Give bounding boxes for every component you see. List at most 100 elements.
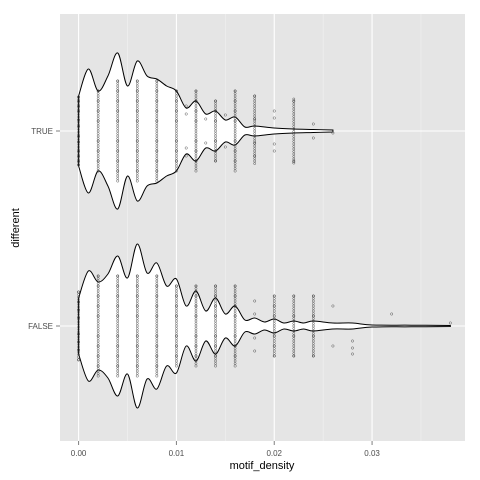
data-point xyxy=(155,309,159,313)
data-point xyxy=(77,123,80,126)
data-point xyxy=(116,144,120,148)
data-point xyxy=(135,372,139,375)
data-point xyxy=(96,367,100,370)
data-point xyxy=(116,127,120,130)
data-point xyxy=(175,94,178,98)
data-point xyxy=(194,314,198,318)
data-point xyxy=(175,294,178,298)
data-point xyxy=(77,315,80,319)
y-axis-ticks: TRUE FALSE xyxy=(28,127,60,331)
data-point xyxy=(272,322,276,325)
data-point xyxy=(253,299,257,303)
data-point xyxy=(292,110,296,113)
data-point xyxy=(253,122,257,125)
data-point xyxy=(135,304,139,308)
data-point xyxy=(214,117,217,120)
data-point xyxy=(175,324,178,328)
data-point xyxy=(96,282,100,285)
data-point xyxy=(116,347,120,350)
data-point xyxy=(253,336,257,340)
data-point xyxy=(312,334,315,338)
data-point xyxy=(116,109,120,113)
data-point xyxy=(116,332,120,335)
data-point xyxy=(135,124,139,128)
data-point xyxy=(194,302,198,305)
data-point xyxy=(135,352,139,355)
data-point xyxy=(292,334,296,338)
data-point xyxy=(194,167,198,170)
data-point xyxy=(292,105,296,108)
data-point xyxy=(194,319,198,323)
data-point xyxy=(77,335,80,339)
data-point xyxy=(155,89,159,93)
data-point xyxy=(331,304,335,308)
data-point xyxy=(77,108,80,111)
x-tick-label: 0.02 xyxy=(266,449,282,458)
data-point xyxy=(233,289,237,293)
data-point xyxy=(292,302,296,305)
data-point xyxy=(272,307,276,310)
data-point xyxy=(351,339,354,343)
data-point xyxy=(390,312,394,316)
data-point xyxy=(155,339,159,343)
data-point xyxy=(96,167,100,170)
data-point xyxy=(135,297,139,300)
data-point xyxy=(135,322,139,325)
data-point xyxy=(233,114,237,118)
data-point xyxy=(272,327,276,330)
data-point xyxy=(175,352,178,355)
data-point xyxy=(214,114,217,118)
data-point xyxy=(194,94,198,98)
data-point xyxy=(312,347,315,350)
data-point xyxy=(77,163,80,166)
data-point xyxy=(312,312,315,315)
data-point xyxy=(116,342,120,345)
data-point xyxy=(96,317,100,320)
data-point xyxy=(175,307,178,310)
data-point xyxy=(175,359,178,363)
data-point xyxy=(175,319,178,323)
data-point xyxy=(135,117,139,120)
data-point xyxy=(116,312,120,315)
data-point xyxy=(194,334,198,338)
data-point xyxy=(175,129,178,133)
data-point xyxy=(155,324,159,328)
data-point xyxy=(155,294,159,298)
data-point xyxy=(233,342,237,345)
data-point xyxy=(233,104,237,108)
data-point xyxy=(96,89,100,93)
data-point xyxy=(77,109,81,113)
data-point xyxy=(96,162,100,165)
data-point xyxy=(135,314,139,318)
data-point xyxy=(175,144,178,148)
data-point xyxy=(292,145,296,148)
data-point xyxy=(96,309,100,313)
data-point xyxy=(155,139,159,143)
data-point xyxy=(292,102,296,106)
data-point xyxy=(175,332,178,335)
data-point xyxy=(155,82,159,85)
data-point xyxy=(116,139,120,143)
data-point xyxy=(96,142,100,145)
data-point xyxy=(77,323,80,326)
data-point xyxy=(175,304,178,308)
data-point xyxy=(233,347,237,350)
data-point xyxy=(194,329,198,333)
data-point xyxy=(135,154,139,158)
data-point xyxy=(292,304,296,308)
data-point xyxy=(77,290,80,294)
data-point xyxy=(233,157,237,160)
data-point xyxy=(135,114,139,118)
data-point xyxy=(116,157,120,160)
data-point xyxy=(214,324,217,328)
data-point xyxy=(214,307,217,310)
data-point xyxy=(77,125,80,129)
data-point xyxy=(96,294,100,298)
data-point xyxy=(194,342,198,345)
data-point xyxy=(272,324,276,328)
data-point xyxy=(116,154,120,158)
data-point xyxy=(175,107,178,110)
data-point xyxy=(116,282,120,285)
data-point xyxy=(292,349,296,353)
data-point xyxy=(135,317,139,320)
